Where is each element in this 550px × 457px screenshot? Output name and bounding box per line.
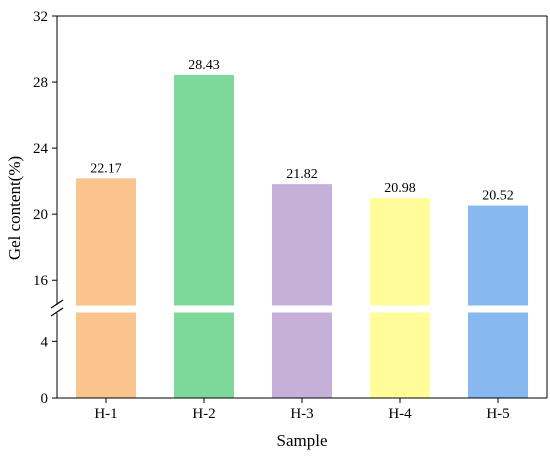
data-label: 28.43 bbox=[188, 58, 220, 73]
y-tick-label: 20 bbox=[33, 207, 48, 223]
y-tick-label: 0 bbox=[41, 391, 49, 407]
plot-area: 22.17 H-1 28.43 H-2 21.82 H-3 20.98 H-4 20.52 H-5… bbox=[33, 9, 548, 422]
bar-h-3 bbox=[272, 184, 332, 398]
axis-break-mark bbox=[50, 299, 64, 309]
y-tick-label: 32 bbox=[33, 9, 48, 25]
x-tick-label: H-3 bbox=[290, 406, 313, 422]
x-tick-label: H-1 bbox=[94, 406, 117, 422]
x-tick-label: H-5 bbox=[486, 406, 509, 422]
bar-h-5 bbox=[468, 205, 528, 398]
y-tick-label: 28 bbox=[33, 75, 48, 91]
y-tick-label: 24 bbox=[33, 141, 49, 157]
data-label: 20.98 bbox=[384, 181, 416, 196]
axis-break-gap bbox=[49, 305, 548, 313]
bar-h-4 bbox=[370, 197, 430, 398]
data-label: 20.52 bbox=[482, 189, 514, 204]
bar-h-2 bbox=[174, 74, 234, 399]
data-label: 21.82 bbox=[286, 167, 318, 182]
x-tick-label: H-2 bbox=[192, 406, 215, 422]
y-tick-label: 4 bbox=[41, 334, 49, 350]
y-tick-label: 16 bbox=[33, 273, 49, 289]
y-axis-title: Gel content(%) bbox=[5, 156, 24, 260]
axis-break-mark bbox=[50, 307, 64, 317]
x-axis-title: Sample bbox=[277, 431, 328, 450]
bar-h-1 bbox=[76, 178, 136, 398]
data-label: 22.17 bbox=[90, 161, 122, 176]
x-tick-label: H-4 bbox=[388, 406, 412, 422]
